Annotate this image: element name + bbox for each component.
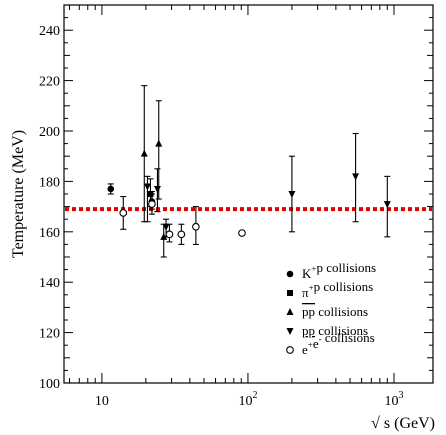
y-tick-label: 200 bbox=[39, 125, 60, 140]
legend-label: pp collisions bbox=[302, 304, 368, 319]
legend-label: e+e- collisions bbox=[302, 330, 375, 357]
legend-marker bbox=[286, 346, 294, 354]
y-tick-label: 140 bbox=[39, 276, 60, 291]
data-marks bbox=[107, 85, 391, 258]
legend-marker bbox=[286, 328, 294, 335]
data-point bbox=[192, 222, 200, 231]
legend-label: π+p collisions bbox=[302, 279, 373, 300]
axis-ticks: 100 120 140 160 180 200 220 240 10 102 103 bbox=[39, 4, 433, 409]
x-axis-label: √ s (GeV) bbox=[371, 415, 435, 432]
y-tick-label: 160 bbox=[39, 226, 60, 241]
y-tick-label: 240 bbox=[39, 24, 60, 39]
data-point bbox=[155, 139, 163, 147]
y-tick-label: 180 bbox=[39, 175, 60, 190]
data-point bbox=[148, 200, 156, 208]
legend-marker bbox=[286, 308, 294, 315]
legend-label: pp collisions bbox=[302, 323, 368, 338]
x-tick-label: 10 bbox=[95, 394, 109, 409]
x-tick-label: 103 bbox=[384, 390, 403, 409]
x-tick-label: 102 bbox=[238, 390, 257, 409]
legend-marker bbox=[287, 290, 293, 296]
data-point bbox=[177, 230, 186, 239]
data-point bbox=[238, 229, 246, 237]
data-point bbox=[140, 149, 148, 157]
data-point bbox=[162, 223, 170, 231]
data-point bbox=[383, 201, 391, 209]
plot-frame bbox=[63, 4, 434, 384]
data-point bbox=[288, 191, 296, 198]
data-point bbox=[107, 185, 115, 193]
data-point bbox=[143, 183, 151, 191]
y-tick-label: 100 bbox=[39, 377, 60, 392]
data-point bbox=[147, 191, 154, 197]
data-point bbox=[119, 209, 128, 217]
y-tick-label: 120 bbox=[39, 327, 60, 342]
data-point bbox=[153, 185, 161, 193]
legend-marker bbox=[286, 270, 294, 278]
y-tick-label: 220 bbox=[39, 75, 60, 90]
data-point bbox=[352, 173, 360, 181]
y-axis-label: Temperature (MeV) bbox=[10, 130, 27, 258]
legend-label: K+p collisions bbox=[302, 260, 376, 281]
data-point bbox=[165, 230, 174, 239]
